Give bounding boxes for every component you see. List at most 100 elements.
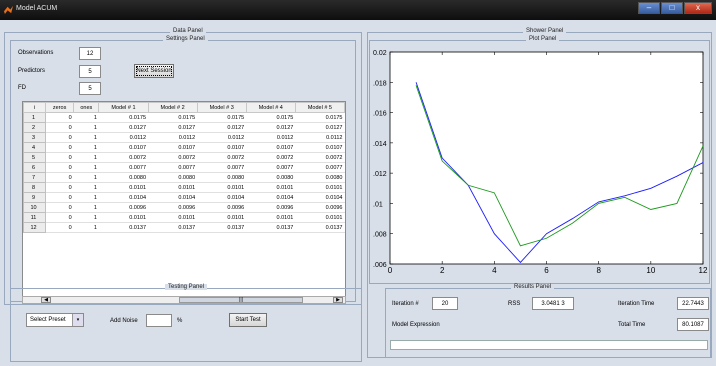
row-header[interactable]: 12 [23, 222, 46, 233]
table-cell[interactable]: 0.0112 [98, 132, 149, 143]
table-cell[interactable]: 0 [45, 112, 74, 123]
table-cell[interactable]: 0.0112 [246, 132, 296, 143]
table-cell[interactable]: 0.0077 [98, 162, 149, 173]
table-cell[interactable]: 0.0175 [148, 112, 198, 123]
next-session-button[interactable]: Next Session [134, 64, 174, 78]
table-cell[interactable]: 0.0112 [148, 132, 198, 143]
table-cell[interactable]: 1 [73, 202, 99, 213]
table-cell[interactable]: 0 [45, 212, 74, 223]
table-cell[interactable]: 0.0107 [197, 142, 247, 153]
table-cell[interactable]: 0 [45, 132, 74, 143]
table-cell[interactable]: 0.0101 [148, 182, 198, 193]
table-row[interactable]: 5 0 1 0.0072 0.0072 0.0072 0.0072 0.0072 [23, 152, 345, 163]
start-test-button[interactable]: Start Test [229, 313, 267, 327]
table-cell[interactable]: 0.0137 [98, 222, 149, 233]
row-header[interactable]: 9 [23, 192, 46, 203]
table-cell[interactable]: 0.0137 [295, 222, 345, 233]
table-row[interactable]: 4 0 1 0.0107 0.0107 0.0107 0.0107 0.0107 [23, 142, 345, 153]
table-cell[interactable]: 0.0107 [98, 142, 149, 153]
table-cell[interactable]: 0.0096 [148, 202, 198, 213]
row-header[interactable]: 3 [23, 132, 46, 143]
table-cell[interactable]: 0.0072 [295, 152, 345, 163]
column-header[interactable]: i [23, 102, 46, 113]
table-cell[interactable]: 0.0104 [246, 192, 296, 203]
table-cell[interactable]: 0.0077 [246, 162, 296, 173]
table-row[interactable]: 9 0 1 0.0104 0.0104 0.0104 0.0104 0.0104 [23, 192, 345, 203]
table-cell[interactable]: 0.0127 [246, 122, 296, 133]
table-cell[interactable]: 1 [73, 222, 99, 233]
table-cell[interactable]: 0.0127 [98, 122, 149, 133]
table-cell[interactable]: 0.0101 [197, 212, 247, 223]
table-cell[interactable]: 0.0072 [246, 152, 296, 163]
row-header[interactable]: 2 [23, 122, 46, 133]
row-header[interactable]: 4 [23, 142, 46, 153]
table-cell[interactable]: 1 [73, 132, 99, 143]
table-cell[interactable]: 0 [45, 192, 74, 203]
row-header[interactable]: 7 [23, 172, 46, 183]
table-cell[interactable]: 0 [45, 222, 74, 233]
table-cell[interactable]: 0.0080 [295, 172, 345, 183]
table-cell[interactable]: 0.0127 [197, 122, 247, 133]
table-cell[interactable]: 0.0080 [246, 172, 296, 183]
table-cell[interactable]: 1 [73, 192, 99, 203]
row-header[interactable]: 11 [23, 212, 46, 223]
table-cell[interactable]: 0.0101 [98, 182, 149, 193]
table-cell[interactable]: 0.0127 [148, 122, 198, 133]
predictors-input[interactable]: 5 [79, 65, 101, 78]
table-cell[interactable]: 0.0112 [197, 132, 247, 143]
observations-input[interactable]: 12 [79, 47, 101, 60]
table-cell[interactable]: 0 [45, 162, 74, 173]
close-button[interactable]: x [684, 2, 712, 14]
scroll-thumb[interactable]: ||| [179, 297, 303, 303]
column-header[interactable]: Model # 4 [245, 102, 296, 113]
table-cell[interactable]: 0.0096 [246, 202, 296, 213]
table-cell[interactable]: 0.0104 [148, 192, 198, 203]
table-row[interactable]: 10 0 1 0.0096 0.0096 0.0096 0.0096 0.0096 [23, 202, 345, 213]
table-cell[interactable]: 1 [73, 182, 99, 193]
table-cell[interactable]: 0.0101 [295, 212, 345, 223]
table-cell[interactable]: 0 [45, 152, 74, 163]
table-cell[interactable]: 0.0175 [197, 112, 247, 123]
column-header[interactable]: Model # 3 [196, 102, 247, 113]
table-cell[interactable]: 0.0072 [98, 152, 149, 163]
table-cell[interactable]: 0.0072 [148, 152, 198, 163]
row-header[interactable]: 5 [23, 152, 46, 163]
table-cell[interactable]: 1 [73, 152, 99, 163]
table-cell[interactable]: 0.0096 [197, 202, 247, 213]
table-cell[interactable]: 0.0107 [295, 142, 345, 153]
table-cell[interactable]: 0 [45, 142, 74, 153]
dropdown-arrow-icon[interactable]: ▾ [72, 314, 83, 326]
table-cell[interactable]: 0.0080 [98, 172, 149, 183]
table-cell[interactable]: 0.0096 [295, 202, 345, 213]
table-cell[interactable]: 1 [73, 142, 99, 153]
table-cell[interactable]: 0.0104 [197, 192, 247, 203]
table-cell[interactable]: 0.0107 [246, 142, 296, 153]
column-header[interactable]: ones [73, 102, 100, 113]
table-row[interactable]: 2 0 1 0.0127 0.0127 0.0127 0.0127 0.0127 [23, 122, 345, 133]
table-cell[interactable]: 0.0112 [295, 132, 345, 143]
select-preset-dropdown[interactable]: Select Preset ▾ [26, 313, 84, 327]
scroll-left-arrow-icon[interactable]: ◀ [41, 297, 51, 303]
table-cell[interactable]: 0.0137 [246, 222, 296, 233]
table-cell[interactable]: 0.0104 [295, 192, 345, 203]
column-header[interactable]: Model # 1 [98, 102, 149, 113]
data-table-container[interactable]: i zeros ones Model # 1 Model # 2 Model # 3 Mod… [22, 101, 346, 304]
table-cell[interactable]: 0.0080 [197, 172, 247, 183]
column-header[interactable]: zeros [44, 102, 75, 113]
add-noise-input[interactable] [146, 314, 172, 327]
table-row[interactable]: 1 0 1 0.0175 0.0175 0.0175 0.0175 0.0175 [23, 112, 345, 123]
table-row[interactable]: 6 0 1 0.0077 0.0077 0.0077 0.0077 0.0077 [23, 162, 345, 173]
table-horizontal-scrollbar[interactable]: ◀ ||| ▶ [22, 296, 346, 304]
table-row[interactable]: 7 0 1 0.0080 0.0080 0.0080 0.0080 0.0080 [23, 172, 345, 183]
row-header[interactable]: 10 [23, 202, 46, 213]
table-row[interactable]: 3 0 1 0.0112 0.0112 0.0112 0.0112 0.0112 [23, 132, 345, 143]
table-cell[interactable]: 0.0137 [148, 222, 198, 233]
maximize-button[interactable]: □ [661, 2, 683, 14]
table-cell[interactable]: 0 [45, 122, 74, 133]
table-cell[interactable]: 0.0077 [197, 162, 247, 173]
minimize-button[interactable]: – [638, 2, 660, 14]
table-cell[interactable]: 0.0127 [295, 122, 345, 133]
table-cell[interactable]: 0.0096 [98, 202, 149, 213]
table-cell[interactable]: 0.0101 [197, 182, 247, 193]
table-cell[interactable]: 0.0101 [246, 182, 296, 193]
